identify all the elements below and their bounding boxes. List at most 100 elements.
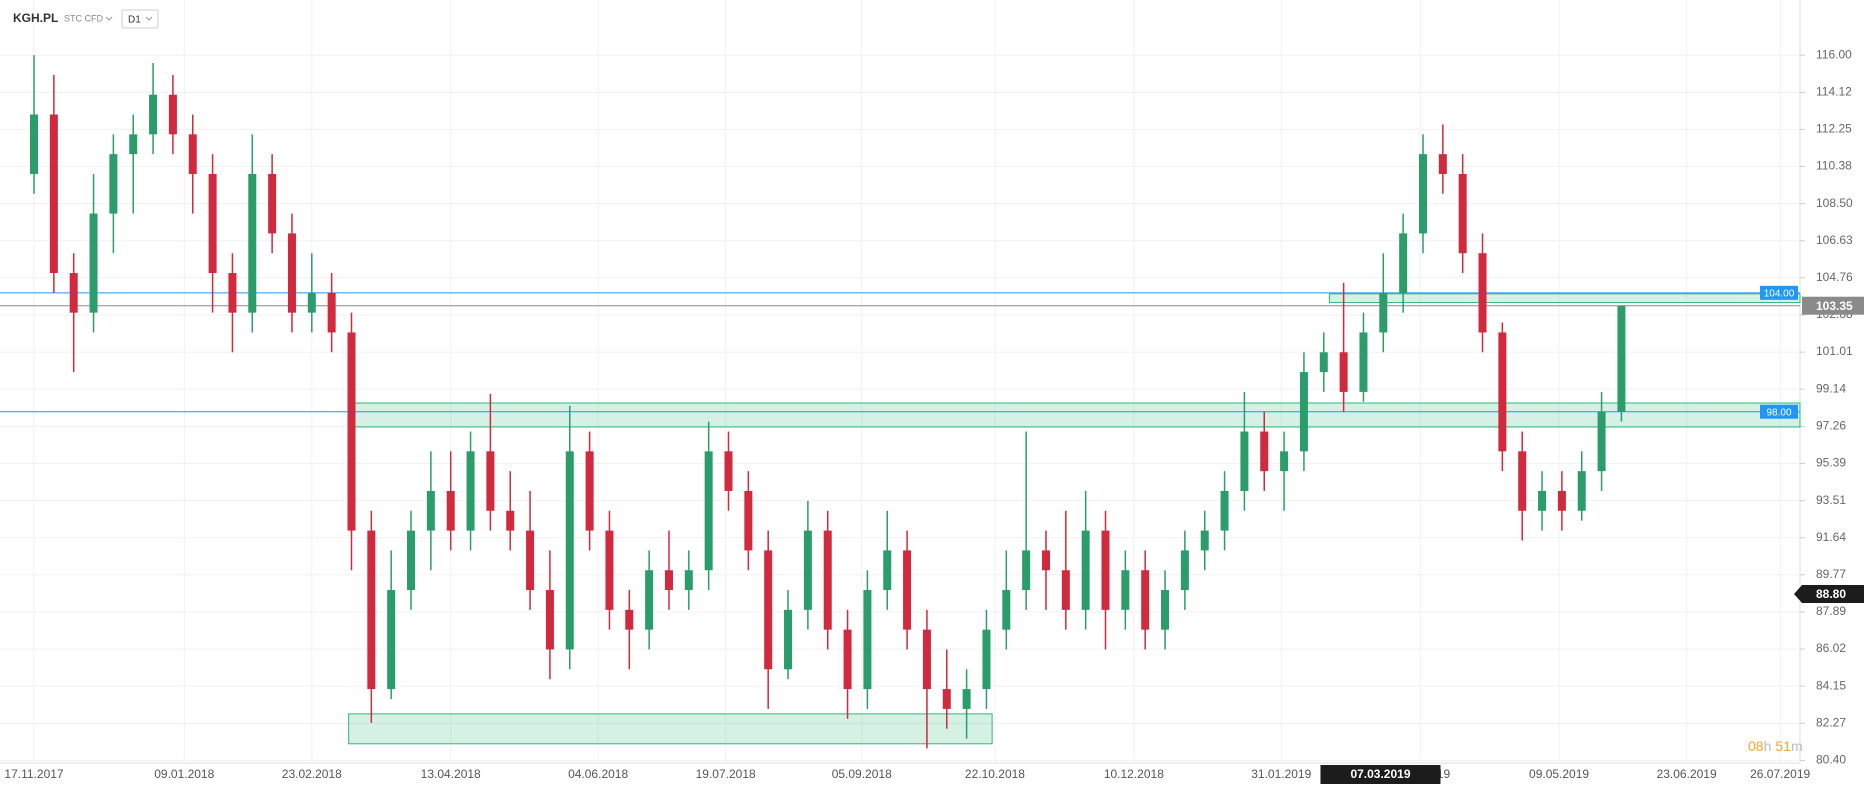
x-tick-label: 22.10.2018 xyxy=(965,767,1025,781)
candle-body xyxy=(228,273,237,313)
y-tick-label: 116.00 xyxy=(1816,47,1852,61)
candle-body xyxy=(784,609,793,670)
y-tick-label: 114.12 xyxy=(1816,85,1852,99)
x-tick-label: 10.12.2018 xyxy=(1104,767,1164,781)
candle-body xyxy=(1438,154,1447,174)
candle-body xyxy=(1180,550,1189,591)
countdown: 08h 51m xyxy=(1748,738,1803,754)
candle-body xyxy=(49,114,58,274)
candle-body xyxy=(704,451,713,571)
candle-body xyxy=(883,550,892,591)
y-tick-label: 80.40 xyxy=(1816,753,1846,767)
candle-body xyxy=(1041,550,1050,571)
candle-body xyxy=(1280,451,1289,472)
candle-body xyxy=(30,114,39,174)
x-tick-label: 09.05.2019 xyxy=(1529,767,1589,781)
candle-body xyxy=(327,292,336,333)
candle-body xyxy=(1319,352,1328,373)
candle-body xyxy=(1478,253,1487,333)
candle-body xyxy=(248,173,257,313)
interval-box[interactable] xyxy=(121,9,159,29)
candle-body xyxy=(1161,590,1170,630)
crosshair-x-box xyxy=(1320,765,1441,784)
candle-body xyxy=(823,530,832,630)
candle-body xyxy=(149,94,158,135)
crosshair-y-pointer xyxy=(1794,584,1802,603)
candle-body xyxy=(1359,332,1368,392)
y-tick-label: 106.63 xyxy=(1816,233,1853,247)
candle-body xyxy=(684,570,693,591)
y-tick-label: 93.51 xyxy=(1816,493,1846,507)
x-tick-label: 13.04.2018 xyxy=(421,767,481,781)
x-tick-label: 23.06.2019 xyxy=(1657,767,1717,781)
x-tick-label: 05.09.2018 xyxy=(832,767,892,781)
candle-body xyxy=(942,689,951,709)
y-tick-label: 82.27 xyxy=(1816,716,1846,730)
last-price-label: 103.35 xyxy=(1816,299,1853,313)
crosshair-y-box xyxy=(1802,584,1864,603)
candle-body xyxy=(1597,411,1606,472)
candle-body xyxy=(407,530,416,591)
candle-body xyxy=(1557,490,1566,511)
candle-body xyxy=(506,510,515,531)
candle-body xyxy=(1022,550,1031,591)
candle-body xyxy=(1518,451,1527,511)
candle-body xyxy=(645,570,654,630)
last-price-box xyxy=(1802,296,1864,315)
candle-body xyxy=(1299,372,1308,452)
candle-body xyxy=(903,550,912,630)
candle-body xyxy=(982,629,991,690)
y-tick-label: 104.76 xyxy=(1816,270,1853,284)
candle-body xyxy=(89,213,98,313)
x-tick-label: 17.11.2017 xyxy=(4,767,63,781)
candle-body xyxy=(962,689,971,709)
y-tick-label: 97.26 xyxy=(1816,419,1846,433)
symbol: KGH.PL xyxy=(13,11,58,25)
y-tick-label: 89.77 xyxy=(1816,567,1846,581)
instrument[interactable]: STC CFD xyxy=(64,13,103,23)
line-label: 104.00 xyxy=(1764,288,1795,299)
y-tick-label: 87.89 xyxy=(1816,604,1846,618)
candle-body xyxy=(347,332,356,531)
candle-body xyxy=(1418,154,1427,234)
y-tick-label: 84.15 xyxy=(1816,678,1846,692)
candle-body xyxy=(1498,332,1507,452)
candle-body xyxy=(1260,431,1269,472)
candle-body xyxy=(1200,530,1209,551)
x-tick-label: 26.07.2019 xyxy=(1750,767,1810,781)
candle-body xyxy=(1121,570,1130,610)
candle-body xyxy=(863,590,872,690)
candle-body xyxy=(268,173,277,234)
zone xyxy=(350,402,1801,428)
candle-body xyxy=(387,590,396,690)
candle-body xyxy=(1220,490,1229,531)
x-tick-label: 23.02.2018 xyxy=(282,767,342,781)
interval-arrow[interactable] xyxy=(145,16,153,21)
candle-body xyxy=(1617,305,1626,412)
candle-body xyxy=(724,451,733,491)
candle-body xyxy=(486,451,495,511)
x-tick-label: 19.07.2018 xyxy=(696,767,756,781)
candle-body xyxy=(168,94,177,135)
crosshair-y-label: 88.80 xyxy=(1816,587,1846,601)
candle-body xyxy=(1061,570,1070,610)
candle-body xyxy=(1538,490,1547,511)
candle-body xyxy=(446,490,455,531)
toolbar: KGH.PL STC CFD D1 xyxy=(13,9,159,29)
candle-body xyxy=(307,292,316,313)
candle-body xyxy=(664,570,673,591)
candle-body xyxy=(1458,173,1467,254)
candle-body xyxy=(1240,431,1249,491)
countdown-h: h xyxy=(1764,738,1772,754)
dropdown-arrow[interactable] xyxy=(105,16,113,21)
interval[interactable]: D1 xyxy=(128,15,141,26)
candle-body xyxy=(1002,590,1011,630)
candle-body xyxy=(545,590,554,650)
candle-body xyxy=(287,233,296,313)
candle-body xyxy=(1577,471,1586,511)
candle-body xyxy=(764,550,773,670)
line-label-box xyxy=(1760,285,1798,300)
candle-body xyxy=(744,490,753,551)
